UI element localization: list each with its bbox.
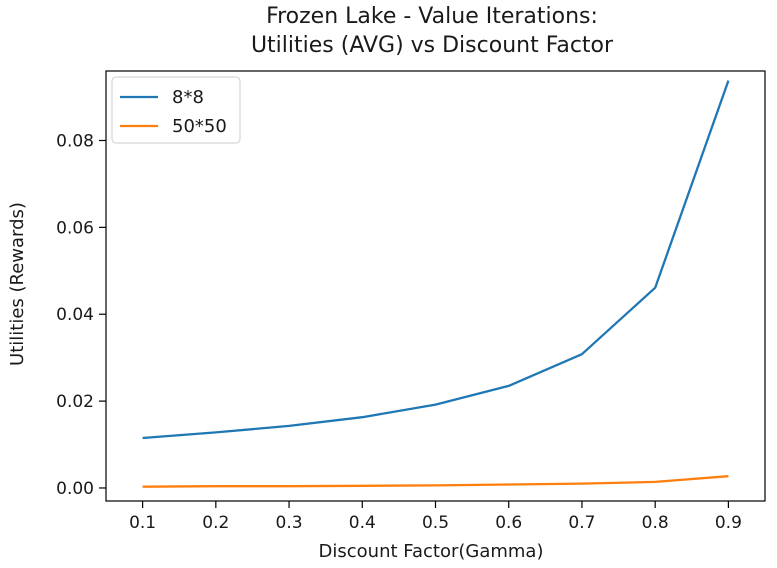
y-tick-label: 0.06	[56, 218, 94, 238]
x-tick-label: 0.7	[568, 513, 595, 533]
x-tick-label: 0.6	[495, 513, 522, 533]
y-tick-label: 0.04	[56, 305, 94, 325]
x-axis-label: Discount Factor(Gamma)	[319, 541, 544, 562]
y-tick-label: 0.02	[56, 392, 94, 412]
x-tick-label: 0.9	[715, 513, 742, 533]
x-tick-label: 0.3	[276, 513, 303, 533]
y-tick-label: 0.08	[56, 131, 94, 151]
legend-label: 8*8	[172, 87, 204, 108]
legend: 8*8 50*50	[111, 76, 241, 144]
x-tick-label: 0.5	[422, 513, 449, 533]
x-tick-label: 0.4	[349, 513, 376, 533]
y-tick-label: 0.00	[56, 479, 94, 499]
axis-ticks: 0.1 0.2 0.3 0.4 0.5 0.6 0.7 0.8 0.9 0.00 0.02 0.04 0…	[56, 131, 742, 533]
chart-title-line-2: Utilities (AVG) vs Discount Factor	[251, 33, 614, 58]
chart-title-line-1: Frozen Lake - Value Iterations:	[266, 4, 598, 29]
x-tick-label: 0.2	[202, 513, 229, 533]
series-line-2	[142, 475, 729, 488]
series-line-1	[142, 80, 730, 440]
series-lines	[142, 80, 730, 488]
x-tick-label: 0.1	[129, 513, 156, 533]
y-axis-label: Utilities (Rewards)	[7, 202, 28, 366]
legend-label: 50*50	[172, 116, 227, 137]
x-tick-label: 0.8	[642, 513, 669, 533]
